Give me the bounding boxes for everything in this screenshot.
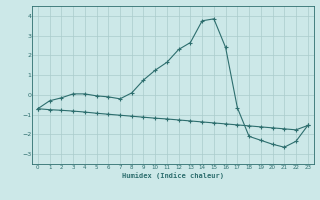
X-axis label: Humidex (Indice chaleur): Humidex (Indice chaleur) [122,172,224,179]
